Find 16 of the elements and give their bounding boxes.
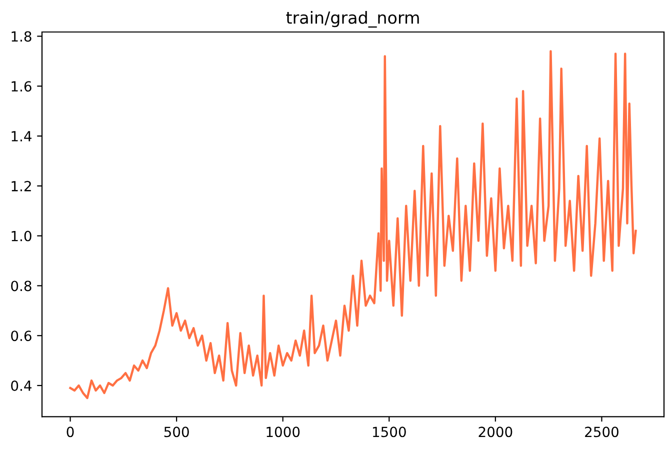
x-tick-label: 1500 xyxy=(372,426,406,438)
line-series xyxy=(69,50,637,400)
chart-title: train/grad_norm xyxy=(286,11,419,28)
x-tick-label: 2500 xyxy=(585,426,618,438)
x-tick-label: 0 xyxy=(66,426,74,438)
y-tick-label: 1.6 xyxy=(12,81,32,92)
y-tick-label: 1.8 xyxy=(12,31,32,42)
y-tick-label: 0.6 xyxy=(11,330,32,342)
x-tick-label: 1000 xyxy=(266,426,300,438)
y-tick-label: 1.0 xyxy=(12,230,32,242)
y-tick-label: 1.2 xyxy=(12,180,31,192)
x-tick-label: 2000 xyxy=(478,426,512,438)
y-tick-label: 0.4 xyxy=(11,380,32,391)
x-tick-label: 500 xyxy=(164,426,189,438)
y-tick-label: 1.4 xyxy=(12,131,32,142)
y-tick-label: 0.8 xyxy=(11,280,32,292)
